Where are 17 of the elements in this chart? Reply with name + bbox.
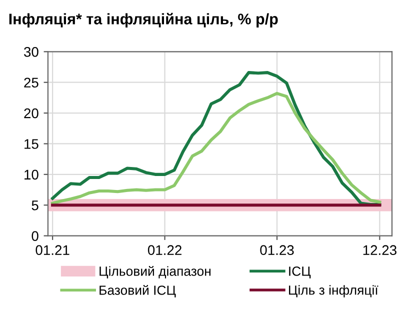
x-tick-label: 01.22	[148, 245, 182, 256]
x-tick-label: 12.23	[363, 245, 396, 256]
legend-label: ІСЦ	[289, 266, 311, 278]
legend-label: Базовий ІСЦ	[100, 284, 176, 298]
y-tick-label: 20	[24, 108, 38, 118]
y-tick-label: 30	[24, 47, 38, 57]
legend-label: Ціль з інфляції	[288, 285, 378, 298]
y-tick-label: 5	[32, 200, 38, 210]
y-tick-label: 0	[32, 231, 38, 241]
y-tick-label: 10	[24, 170, 38, 180]
x-tick-label: 01.23	[260, 245, 294, 256]
y-tick-label: 25	[24, 78, 38, 88]
chart-title: Інфляція* та інфляційна ціль, % р/р	[9, 12, 278, 28]
line-series	[51, 92, 382, 205]
x-tick-label: 01.21	[36, 245, 70, 256]
legend-label: Цільовий діапазон	[100, 266, 210, 278]
y-tick-label: 15	[24, 139, 38, 149]
